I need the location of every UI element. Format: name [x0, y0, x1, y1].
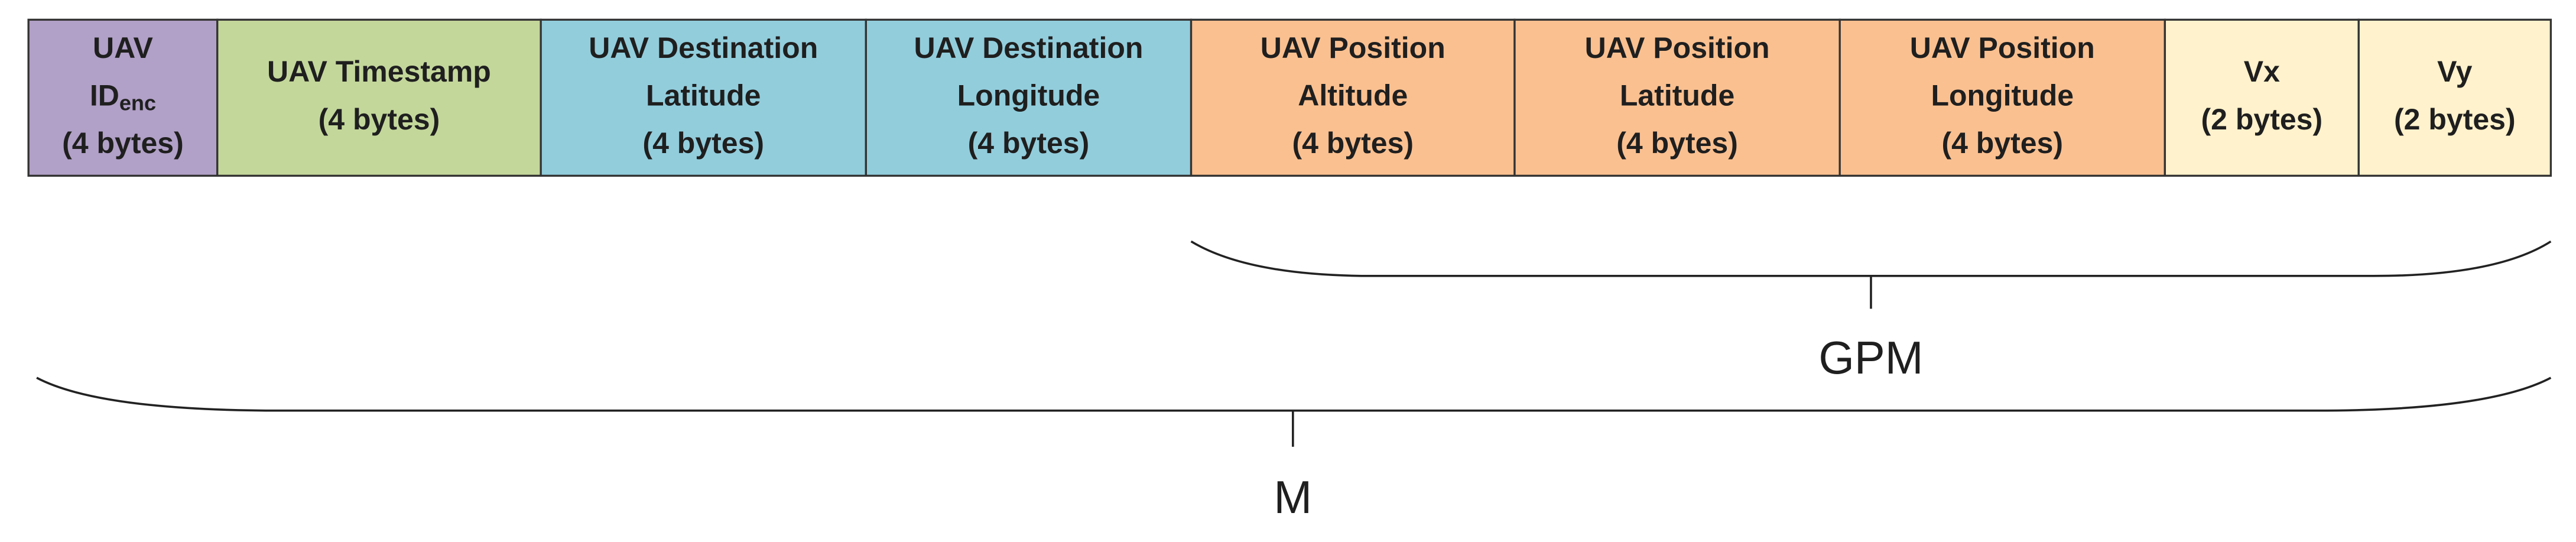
field-label: UAV Destination [914, 31, 1143, 64]
field-label-main: ID [90, 79, 119, 112]
field-cell [1838, 18, 2166, 177]
field-label-sub: enc [119, 90, 156, 115]
field-label: Longitude [1931, 79, 2074, 112]
field-label: UAV [93, 31, 154, 64]
field-cell [1513, 18, 1841, 177]
m-label: M [1274, 472, 1312, 523]
field-label: UAV Destination [589, 31, 818, 64]
field-cell [865, 18, 1193, 177]
fields: UAV IDenc (4 bytes) UAV Timestamp (4 bytes) U… [27, 18, 2552, 177]
m-brace [36, 377, 2552, 447]
field-label: (4 bytes) [1616, 126, 1738, 160]
field-label: Vy [2437, 55, 2472, 88]
field-label: Latitude [1620, 79, 1734, 112]
gpm-brace [1190, 240, 2552, 309]
field-label: Longitude [957, 79, 1100, 112]
field-label: Vx [2244, 55, 2280, 88]
field-label: (4 bytes) [319, 103, 440, 136]
field-label: IDenc [90, 79, 156, 115]
field-label: (2 bytes) [2201, 103, 2323, 136]
gpm-label: GPM [1818, 333, 1923, 384]
field-label: (4 bytes) [1292, 126, 1414, 160]
field-cell [2357, 18, 2552, 177]
field-cell [2164, 18, 2360, 177]
field-label: (4 bytes) [1941, 126, 2063, 160]
field-label: (4 bytes) [642, 126, 764, 160]
field-label: Latitude [646, 79, 761, 112]
field-cell [216, 18, 542, 177]
field-cell [27, 18, 219, 177]
field-label: UAV Timestamp [267, 55, 491, 88]
field-label: Altitude [1298, 79, 1408, 112]
field-label: UAV Position [1585, 31, 1770, 64]
field-label: (4 bytes) [62, 126, 184, 160]
field-label: UAV Position [1910, 31, 2095, 64]
field-label: (4 bytes) [968, 126, 1090, 160]
field-label: UAV Position [1261, 31, 1445, 64]
field-label: (2 bytes) [2394, 103, 2516, 136]
field-cell [1190, 18, 1516, 177]
